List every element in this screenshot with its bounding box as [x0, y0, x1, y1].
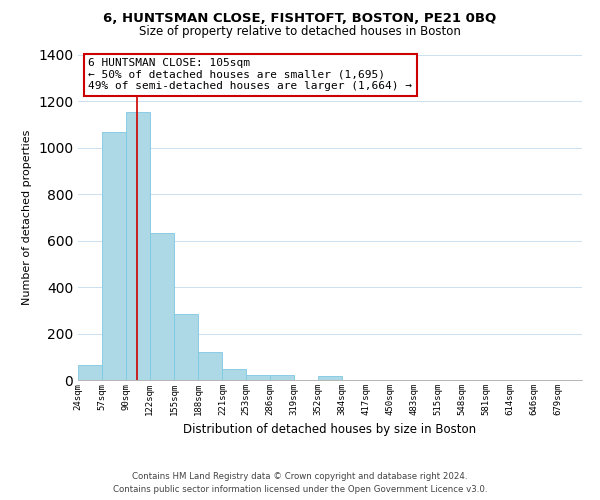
Text: Size of property relative to detached houses in Boston: Size of property relative to detached ho… [139, 25, 461, 38]
Bar [78, 365, 102, 380]
X-axis label: Distribution of detached houses by size in Boston: Distribution of detached houses by size … [184, 424, 476, 436]
Text: 6, HUNTSMAN CLOSE, FISHTOFT, BOSTON, PE21 0BQ: 6, HUNTSMAN CLOSE, FISHTOFT, BOSTON, PE2… [103, 12, 497, 26]
Text: Contains HM Land Registry data © Crown copyright and database right 2024.
Contai: Contains HM Land Registry data © Crown c… [113, 472, 487, 494]
Bar [174, 314, 198, 380]
Bar [127, 112, 150, 380]
Bar [150, 232, 174, 380]
Text: 6 HUNTSMAN CLOSE: 105sqm
← 50% of detached houses are smaller (1,695)
49% of sem: 6 HUNTSMAN CLOSE: 105sqm ← 50% of detach… [88, 58, 412, 92]
Bar [102, 132, 127, 380]
Bar [246, 376, 270, 380]
Bar [223, 369, 246, 380]
Bar [270, 376, 294, 380]
Y-axis label: Number of detached properties: Number of detached properties [22, 130, 32, 305]
Bar [318, 376, 342, 380]
Bar [198, 352, 223, 380]
